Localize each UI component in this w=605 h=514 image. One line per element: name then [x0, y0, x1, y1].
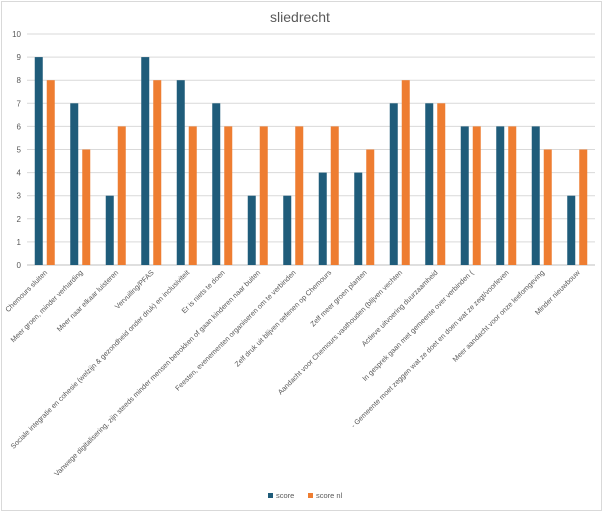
- bar-score-nl: [472, 126, 481, 266]
- bar-score: [283, 195, 292, 265]
- legend-swatch: [268, 493, 273, 498]
- bar-score-nl: [330, 126, 339, 266]
- x-category-label: Meer naar elkaar luisteren: [55, 268, 120, 333]
- bar-score-nl: [508, 126, 517, 266]
- bar-score-nl: [46, 80, 55, 265]
- bar-score-nl: [153, 80, 162, 265]
- bar-score: [105, 195, 114, 265]
- bar-score: [318, 172, 327, 265]
- y-tick-label: 10: [12, 30, 21, 39]
- y-tick-label: 0: [17, 261, 22, 270]
- y-tick-label: 1: [17, 238, 22, 247]
- bar-score: [212, 103, 221, 265]
- x-category-label: Meer groen, minder verharding: [9, 268, 85, 344]
- bar-score-nl: [543, 149, 552, 265]
- bar-score: [425, 103, 434, 265]
- y-axis-ticks: 0 1 2 3 4 5 6 7 8 9 10: [12, 30, 21, 270]
- bar-score-nl: [437, 103, 446, 265]
- y-tick-label: 7: [17, 99, 22, 108]
- bar-score-nl: [117, 126, 126, 266]
- y-tick-label: 2: [17, 215, 22, 224]
- bar-score: [34, 57, 43, 265]
- bar-score: [141, 57, 150, 265]
- chart-title: sliedrecht: [270, 9, 330, 25]
- bar-score: [567, 195, 576, 265]
- bar-score: [354, 172, 363, 265]
- legend-label: score: [276, 491, 294, 500]
- bar-score-nl: [224, 126, 233, 266]
- y-tick-label: 4: [17, 169, 22, 178]
- x-category-label: Aandacht voor Chemours vasthouden (blijv…: [276, 268, 404, 396]
- bar-score-nl: [82, 149, 91, 265]
- legend: score score nl: [268, 491, 343, 500]
- y-tick-label: 8: [17, 76, 22, 85]
- bar-score-nl: [295, 126, 304, 266]
- bar-score-nl: [366, 149, 375, 265]
- bar-score: [531, 126, 540, 266]
- bar-score-nl: [579, 149, 588, 265]
- y-tick-label: 5: [17, 146, 22, 155]
- bars: [34, 57, 588, 266]
- y-tick-label: 6: [17, 122, 22, 131]
- bar-score: [460, 126, 469, 266]
- bar-score: [70, 103, 79, 265]
- legend-swatch: [308, 493, 313, 498]
- legend-label: score nl: [316, 491, 343, 500]
- y-tick-label: 9: [17, 53, 22, 62]
- bar-score-nl: [188, 126, 197, 266]
- bar-score: [247, 195, 256, 265]
- bar-score-nl: [259, 126, 268, 266]
- bar-score: [496, 126, 505, 266]
- bar-score: [389, 103, 398, 265]
- x-category-label: Feesten, evenementen organiseren om te v…: [173, 268, 297, 392]
- y-tick-label: 3: [17, 192, 22, 201]
- bar-score-nl: [401, 80, 410, 265]
- bar-score: [176, 80, 185, 265]
